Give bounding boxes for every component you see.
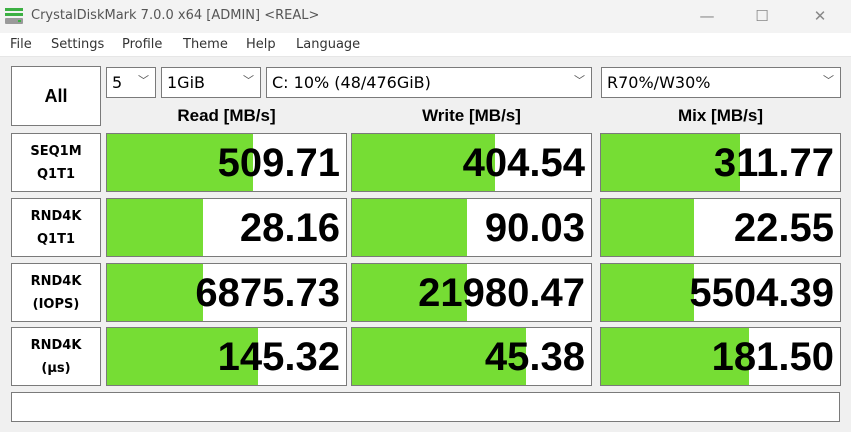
minimize-button[interactable]: — (699, 7, 715, 25)
size-value: 1GiB (167, 73, 205, 92)
mix-result-cell: 311.77 (600, 133, 841, 192)
read-result-bar (107, 264, 203, 321)
test-label-line2: (µs) (41, 360, 71, 376)
test-label-button[interactable]: RND4K (µs) (11, 327, 101, 386)
write-result-value: 404.54 (462, 141, 585, 185)
mix-result-bar (601, 199, 695, 256)
write-result-value: 90.03 (484, 206, 585, 250)
count-value: 5 (112, 73, 123, 92)
chevron-down-icon: ﹀ (138, 74, 149, 87)
write-result-cell: 21980.47 (351, 263, 592, 322)
test-label-line2: Q1T1 (36, 166, 75, 182)
read-result-value: 6875.73 (195, 271, 340, 315)
write-result-value: 21980.47 (418, 271, 585, 315)
write-result-cell: 90.03 (351, 198, 592, 257)
mix-select[interactable]: R70%/W30% ﹀ (601, 67, 841, 98)
read-result-cell: 509.71 (106, 133, 347, 192)
read-result-bar (107, 328, 258, 385)
chevron-down-icon: ﹀ (574, 74, 585, 87)
test-label-line2: Q1T1 (36, 231, 75, 247)
read-result-cell: 6875.73 (106, 263, 347, 322)
test-label-line1: RND4K (30, 337, 82, 353)
mix-result-value: 181.50 (711, 335, 834, 379)
write-result-bar (352, 199, 467, 256)
menu-help[interactable]: Help (246, 37, 276, 52)
menu-bar: File Settings Profile Theme Help Languag… (0, 33, 851, 57)
mix-result-bar (601, 264, 695, 321)
maximize-button[interactable]: ☐ (755, 7, 769, 25)
test-label-button[interactable]: SEQ1M Q1T1 (11, 133, 101, 192)
write-result-bar (352, 328, 527, 385)
write-result-bar (352, 134, 496, 191)
mix-result-value: 22.55 (733, 206, 834, 250)
chevron-down-icon: ﹀ (243, 74, 254, 87)
write-result-cell: 404.54 (351, 133, 592, 192)
read-result-bar (107, 199, 203, 256)
test-label-line1: RND4K (30, 273, 82, 289)
mix-result-bar (601, 328, 750, 385)
close-button[interactable]: ✕ (813, 7, 827, 25)
title-bar: CrystalDiskMark 7.0.0 x64 [ADMIN] <REAL>… (0, 0, 851, 33)
drive-select[interactable]: C: 10% (48/476GiB) ﹀ (266, 67, 592, 98)
write-header: Write [MB/s] (422, 106, 521, 125)
read-result-value: 145.32 (217, 335, 340, 379)
status-bar (11, 392, 840, 422)
test-label-line1: SEQ1M (30, 143, 82, 159)
read-result-bar (107, 134, 253, 191)
app-icon (5, 8, 23, 24)
mix-header: Mix [MB/s] (678, 106, 763, 125)
mix-value: R70%/W30% (607, 73, 711, 92)
all-button[interactable]: All (11, 66, 101, 126)
menu-profile[interactable]: Profile (122, 37, 163, 52)
test-label-line2: (IOPS) (32, 296, 80, 312)
mix-result-cell: 22.55 (600, 198, 841, 257)
mix-result-value: 5504.39 (689, 271, 834, 315)
mix-result-cell: 181.50 (600, 327, 841, 386)
write-result-cell: 45.38 (351, 327, 592, 386)
drive-value: C: 10% (48/476GiB) (272, 73, 431, 92)
menu-settings[interactable]: Settings (51, 37, 105, 52)
size-select[interactable]: 1GiB ﹀ (161, 67, 261, 98)
test-label-button[interactable]: RND4K (IOPS) (11, 263, 101, 322)
mix-result-cell: 5504.39 (600, 263, 841, 322)
read-result-cell: 28.16 (106, 198, 347, 257)
menu-file[interactable]: File (10, 37, 32, 52)
test-label-button[interactable]: RND4K Q1T1 (11, 198, 101, 257)
window-title: CrystalDiskMark 7.0.0 x64 [ADMIN] <REAL> (31, 8, 320, 23)
menu-theme[interactable]: Theme (183, 37, 228, 52)
read-result-value: 28.16 (239, 206, 340, 250)
read-header: Read [MB/s] (177, 106, 276, 125)
read-result-cell: 145.32 (106, 327, 347, 386)
chevron-down-icon: ﹀ (823, 74, 834, 87)
count-select[interactable]: 5 ﹀ (106, 67, 156, 98)
test-label-line1: RND4K (30, 208, 82, 224)
mix-result-bar (601, 134, 740, 191)
write-result-bar (352, 264, 467, 321)
write-result-value: 45.38 (484, 335, 585, 379)
read-result-value: 509.71 (217, 141, 340, 185)
menu-language[interactable]: Language (296, 37, 361, 52)
mix-result-value: 311.77 (713, 141, 834, 185)
